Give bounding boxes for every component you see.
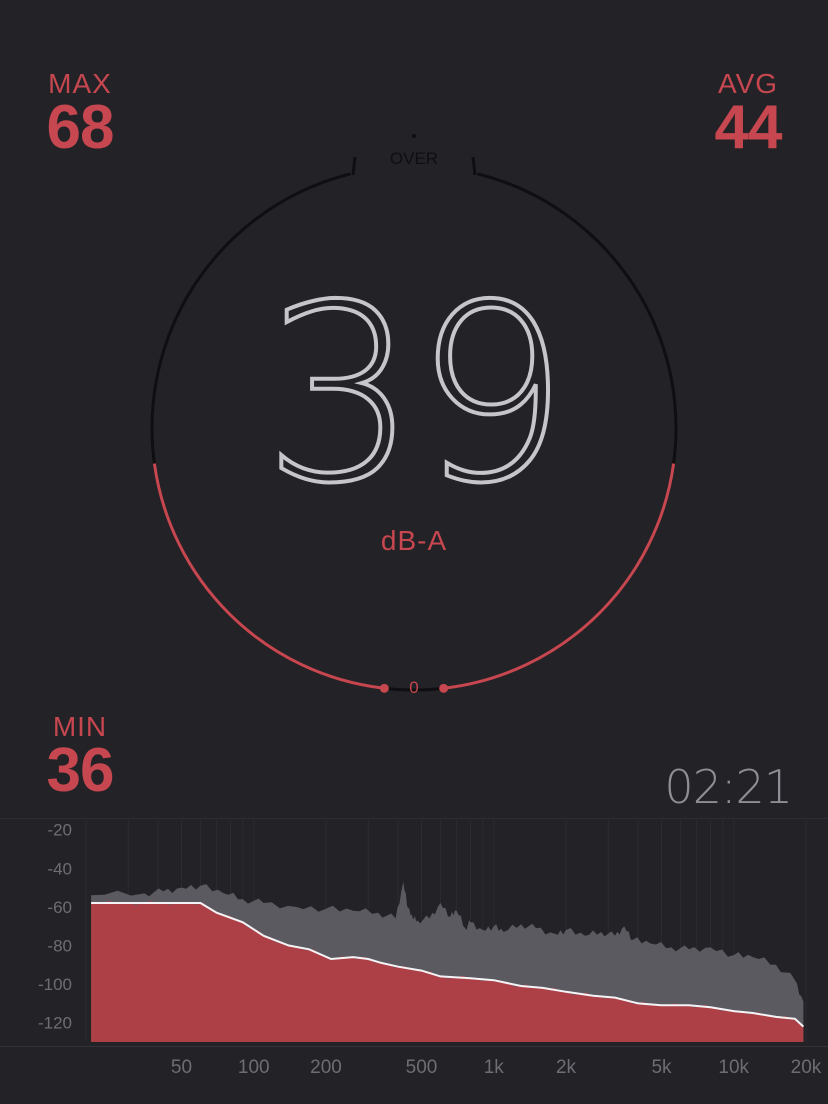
min-label: MIN: [52, 711, 108, 742]
max-label: MAX: [48, 68, 112, 99]
elapsed-timer: 02:21: [664, 760, 793, 814]
over-label: OVER: [390, 149, 438, 168]
series-area-average: [91, 901, 804, 1042]
x-tick-label: 2k: [556, 1057, 577, 1078]
x-tick-label: 20k: [791, 1057, 822, 1078]
current-level-value: 39: [261, 253, 571, 537]
y-tick-label: -120: [38, 1014, 72, 1033]
zero-marker-right: [439, 683, 449, 693]
over-tick-right: [471, 156, 477, 176]
x-tick-label: 100: [238, 1057, 270, 1078]
series-line-average: [91, 902, 805, 1028]
x-tick-label: 1k: [484, 1057, 505, 1078]
over-indicator-dot: [412, 134, 416, 138]
min-value: 36: [46, 736, 115, 805]
zero-marker-left: [379, 683, 389, 693]
zero-label: 0: [409, 678, 418, 697]
x-tick-label: 10k: [718, 1057, 749, 1078]
current-level-reading: 39: [214, 253, 614, 537]
x-tick-label: 500: [406, 1057, 438, 1078]
y-tick-label: -20: [47, 821, 72, 840]
avg-label: AVG: [717, 68, 779, 99]
x-tick-label: 5k: [651, 1057, 672, 1078]
gauge-level-arc: [152, 463, 676, 690]
y-tick-label: -80: [47, 936, 72, 955]
unit-label: dB-A: [380, 525, 448, 556]
max-stat: MAX 68: [38, 68, 122, 162]
avg-stat: AVG 44: [704, 68, 792, 162]
min-stat: MIN 36: [38, 711, 122, 805]
gauge-ring: [150, 172, 678, 692]
x-tick-label: 200: [310, 1057, 342, 1078]
frequency-spectrum-chart: -20 -40 -60 -80 -100 -120 50 100 200 500 1k 2k 5k 10k…: [0, 818, 828, 1078]
y-tick-label: -60: [47, 898, 72, 917]
avg-value: 44: [714, 93, 783, 162]
level-gauge: OVER 0: [150, 134, 678, 697]
y-tick-label: -100: [38, 975, 72, 994]
over-tick-left: [351, 156, 357, 176]
x-tick-label: 50: [171, 1057, 192, 1078]
max-value: 68: [46, 93, 115, 162]
y-tick-label: -40: [47, 859, 72, 878]
